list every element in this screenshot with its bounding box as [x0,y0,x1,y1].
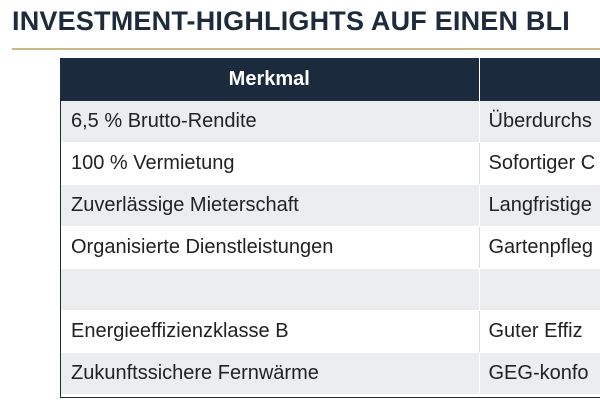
table-cell-merkmal: Zukunftssichere Fernwärme [60,352,480,395]
table-cell-detail: Sofortiger C [479,142,600,185]
column-header-merkmal: Merkmal [60,58,480,101]
table-cell-merkmal [60,268,480,311]
table-row: 100 % Vermietung Sofortiger C [60,142,600,185]
table-row: 6,5 % Brutto-Rendite Überdurchs [60,101,600,143]
table-header-row: Merkmal [60,58,600,101]
table-row: Zuverlässige Mieterschaft Langfristige [60,184,600,227]
page-title: INVESTMENT-HIGHLIGHTS AUF EINEN BLI [12,6,571,36]
table-border-left [60,58,61,398]
table-row: Energieeffizienzklasse B Guter Effiz [60,310,600,353]
table-row: Zukunftssichere Fernwärme GEG-konfo [60,352,600,395]
title-underline [12,48,600,50]
table-cell-detail: Überdurchs [479,101,600,143]
table-border-bottom [60,397,600,398]
table-row-empty [60,268,600,311]
table-cell-detail: Gartenpfleg [479,226,600,269]
table-cell-merkmal: Zuverlässige Mieterschaft [60,184,480,227]
table-cell-merkmal: Energieeffizienzklasse B [60,310,480,353]
column-header-2 [479,58,600,101]
table-cell-detail [479,268,600,311]
table-cell-detail: Langfristige [479,184,600,227]
highlights-table: Merkmal 6,5 % Brutto-Rendite Überdurchs … [60,58,600,395]
table-cell-merkmal: 100 % Vermietung [60,142,480,185]
table-cell-merkmal: 6,5 % Brutto-Rendite [60,101,480,143]
table-row: Organisierte Dienstleistungen Gartenpfle… [60,226,600,269]
table-cell-merkmal: Organisierte Dienstleistungen [60,226,480,269]
table-cell-detail: Guter Effiz [479,310,600,353]
table-cell-detail: GEG-konfo [479,352,600,395]
